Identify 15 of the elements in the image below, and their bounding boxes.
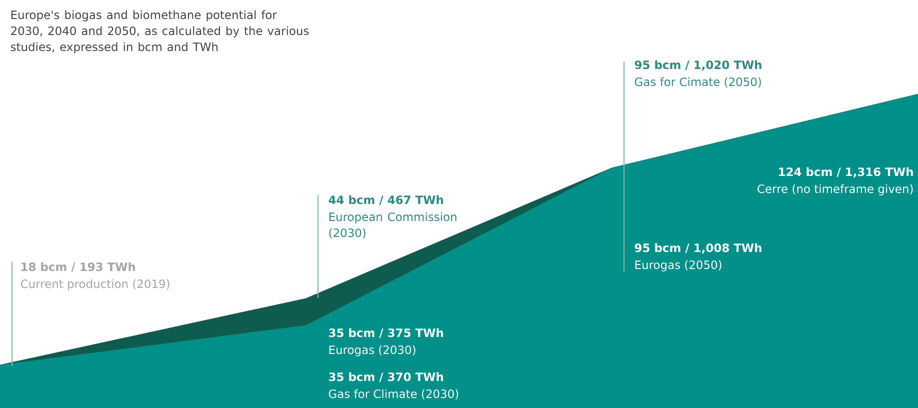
text: 95 bcm / 1,020 TWh bbox=[634, 60, 762, 71]
annotation: Eurogas (2050) bbox=[635, 260, 722, 272]
annotation: Eurogas (2030) bbox=[329, 345, 416, 356]
annotation: 44 bcm / 467 TWh bbox=[328, 195, 444, 206]
annotation: 124 bcm / 1,316 TWh bbox=[779, 167, 913, 178]
annotation: European Commission (2030) bbox=[329, 212, 456, 238]
annotation: Gas for Climate (2030) bbox=[328, 389, 458, 400]
annotation: 35 bcm / 375 TWh bbox=[329, 328, 444, 338]
annotation: Cerre (no timeframe given) bbox=[758, 184, 913, 196]
text: Gas for Cimate (2050) bbox=[634, 77, 761, 88]
annotation: 35 bcm / 370 TWh bbox=[329, 372, 444, 382]
chart-title: Europe's biogas and biomethane potential for 2030, 2040 and 2050, as calculated by the various studies, expressed in bcm and TWh bbox=[10, 10, 309, 54]
annotation: 18 bcm / 193 TWh bbox=[22, 262, 135, 272]
annotation: 95 bcm / 1,008 TWh bbox=[634, 243, 762, 254]
annotation: Current production (2019) bbox=[20, 279, 170, 290]
